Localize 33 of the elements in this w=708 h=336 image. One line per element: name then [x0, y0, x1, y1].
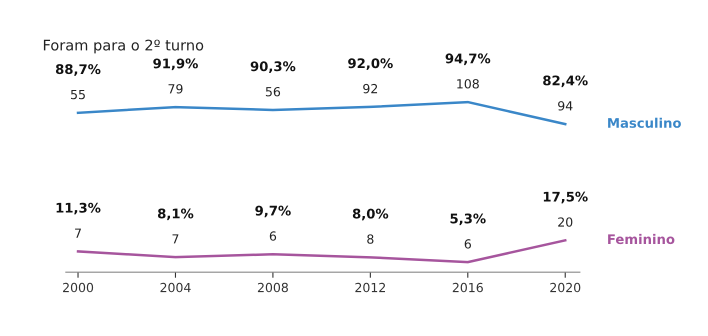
- data-label: 8,0%: [352, 208, 388, 220]
- data-label: 94,7%: [446, 53, 490, 66]
- x-tick-label: 2012: [355, 282, 386, 292]
- annotation: 92: [363, 84, 378, 94]
- data-label: 88,7%: [56, 64, 100, 76]
- text: Feminino: [608, 234, 674, 244]
- data-label: 5,3%: [450, 214, 486, 226]
- data-label: 8,1%: [158, 208, 194, 220]
- data-label: 82,4%: [543, 75, 588, 88]
- annotation: 108: [457, 79, 479, 89]
- data-label: 11,3%: [56, 202, 100, 214]
- data-label: 92,0%: [348, 58, 393, 70]
- chart-title: Foram para o 2º turno: [44, 40, 204, 54]
- annotation: 79: [168, 84, 183, 94]
- data-label: 90,3%: [250, 61, 296, 73]
- annotation: 94: [558, 101, 572, 111]
- x-tick-label: 2020: [550, 282, 580, 292]
- annotation: 20: [558, 217, 572, 227]
- annotation: 56: [266, 86, 280, 96]
- x-tick-label: 2016: [452, 282, 483, 292]
- annotation: 6: [270, 231, 276, 241]
- annotation: 7: [172, 234, 178, 244]
- x-tick-label: 2008: [258, 282, 288, 292]
- data-label: 9,7%: [255, 206, 291, 218]
- annotation: 55: [71, 90, 85, 100]
- x-tick-label: 2004: [160, 282, 191, 292]
- annotation: 8: [367, 234, 374, 244]
- data-label: 91,9%: [153, 58, 198, 70]
- annotation: 6: [464, 239, 471, 249]
- x-tick-label: 2000: [63, 282, 94, 292]
- annotation: 7: [75, 228, 81, 238]
- text: Masculino: [608, 118, 681, 128]
- data-label: 17,5%: [544, 192, 588, 204]
